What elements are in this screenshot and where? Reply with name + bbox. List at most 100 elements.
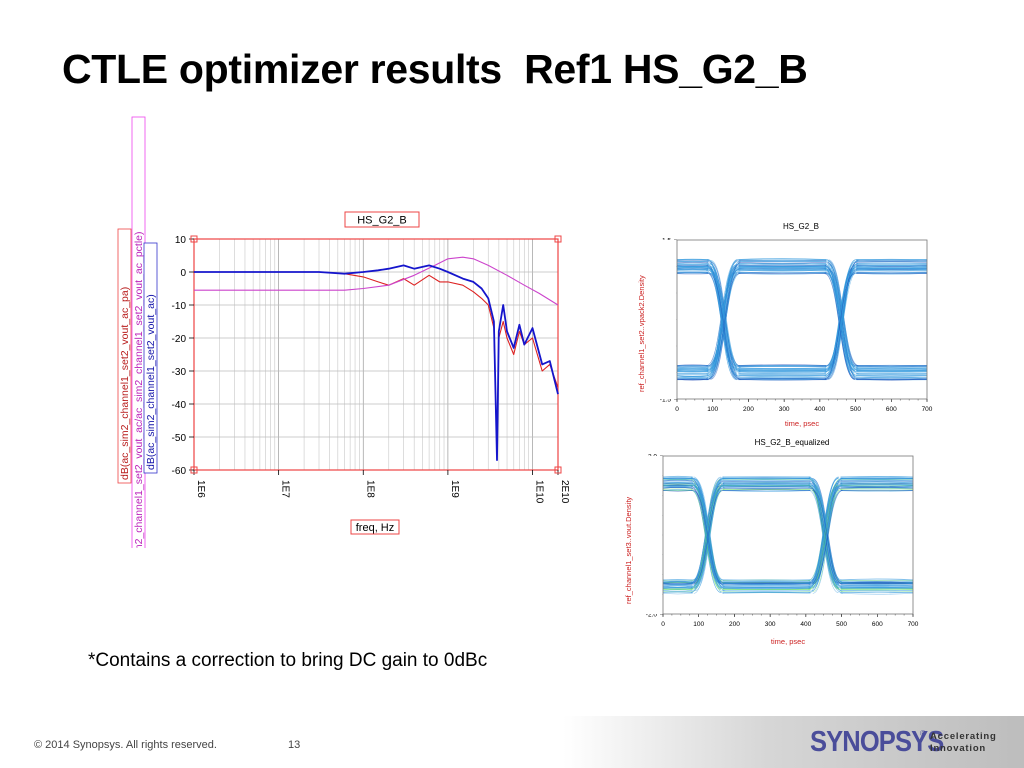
- eye-rail-trace: [738, 261, 827, 264]
- eye-rail-trace: [840, 586, 914, 589]
- eye-rail-trace: [856, 374, 928, 377]
- eye-rail-trace: [662, 582, 693, 584]
- eye-rail-trace: [676, 263, 709, 265]
- legend-box-3: [143, 242, 158, 474]
- freq-chart-title-box: [344, 211, 420, 228]
- freq-y-tick-label: -20: [172, 334, 187, 345]
- freq-corner-marker: [190, 235, 198, 243]
- eye-rail-trace: [662, 588, 693, 590]
- eye-transition-trace: [810, 489, 841, 590]
- eye-x-tick-label: 100: [707, 406, 718, 413]
- eye-x-tick-label: 0: [661, 621, 665, 628]
- eye-rail-trace: [856, 260, 928, 262]
- eye2-plot-frame: [662, 455, 914, 615]
- eye-rail-trace: [676, 270, 709, 273]
- eye-y-tick-label: -2.0: [646, 612, 658, 619]
- eye-rail-trace: [676, 370, 709, 372]
- freq-corner-marker: [554, 466, 562, 474]
- eye-rail-trace: [738, 369, 827, 371]
- eye-diagram-unequalized: HS_G2_B 1.51.00.50.0-0.5-1.0-1.501002003…: [632, 222, 944, 428]
- eye-rail-trace: [856, 378, 928, 381]
- eye1-xlabel: time, psec: [785, 419, 819, 428]
- eye-rail-trace: [840, 485, 914, 487]
- eye-rail-trace: [856, 272, 928, 274]
- eye-rail-trace: [662, 591, 693, 594]
- eye-rail-trace: [662, 590, 693, 592]
- eye-x-tick-label: 600: [886, 406, 897, 413]
- eye2-ylabel: ref_channel1_set3..vout.Density: [624, 497, 633, 604]
- synopsys-logo: SYNOPSYS ® Accelerating Innovation: [810, 726, 1010, 760]
- eye-rail-trace: [840, 476, 914, 478]
- eye-transition-trace: [708, 273, 740, 380]
- eye-transition-trace: [692, 490, 724, 585]
- eye-rail-trace: [722, 485, 811, 487]
- eye-transition-trace: [808, 476, 839, 586]
- freq-y-tick-label: -40: [172, 400, 187, 411]
- freq-x-tick-label: 1E10: [534, 480, 545, 504]
- freq-y-tick-label: 10: [175, 235, 187, 246]
- eye-mask-left: [618, 456, 663, 614]
- eye2-xlabel: time, psec: [771, 637, 805, 646]
- eye-rail-trace: [840, 584, 914, 587]
- eye-rail-trace: [676, 378, 709, 381]
- eye-rail-trace: [676, 269, 709, 271]
- freq-series-ratio-line: [194, 256, 559, 306]
- eye-transition-trace: [825, 273, 856, 372]
- freq-series-vout-line: [194, 264, 559, 461]
- freq-x-tick-label: 1E7: [280, 480, 291, 498]
- eye-rail-trace: [662, 480, 693, 482]
- logo-tagline-2: Innovation: [930, 743, 987, 754]
- eye-rail-trace: [738, 367, 827, 369]
- legend-label-3: dB(ac_sim2_channel1_set2_vout_ac): [145, 294, 157, 470]
- eye-rail-trace: [722, 489, 811, 491]
- eye1-ylabel: ref_channel1_set2..vpack2.Density: [637, 275, 646, 392]
- eye-x-tick-label: 700: [908, 621, 919, 628]
- eye-rail-trace: [676, 375, 709, 377]
- eye-rail-trace: [856, 258, 928, 261]
- eye-rail-trace: [840, 487, 914, 489]
- eye-x-tick-label: 400: [814, 406, 825, 413]
- eye-rail-trace: [738, 269, 827, 271]
- eye-rail-trace: [840, 481, 914, 483]
- eye-rail-trace: [840, 591, 914, 594]
- eye-rail-trace: [738, 258, 827, 260]
- eye-rail-trace: [738, 371, 827, 374]
- freq-x-tick-label: 1E6: [195, 480, 206, 498]
- eye-rail-trace: [856, 377, 928, 379]
- legend-label-1: dB(ac_sim2_channel1_set2_vout_ac_pa): [119, 287, 131, 480]
- eye-rail-trace: [856, 268, 928, 270]
- eye-transition-trace: [826, 270, 858, 374]
- eye-transition-trace: [710, 273, 741, 372]
- eye-rail-trace: [840, 578, 914, 581]
- eye-rail-trace: [840, 480, 914, 483]
- freq-xlabel-box: [350, 519, 400, 535]
- eye-rail-trace: [738, 263, 827, 265]
- logo-wordmark: SYNOPSYS: [810, 726, 944, 758]
- eye1-title: HS_G2_B: [783, 222, 819, 231]
- eye-rail-trace: [662, 580, 693, 583]
- eye-x-tick-label: 400: [800, 621, 811, 628]
- eye-rail-trace: [662, 585, 693, 587]
- eye-rail-trace: [840, 488, 914, 490]
- freq-y-tick-label: -50: [172, 433, 187, 444]
- eye-x-tick-label: 200: [743, 406, 754, 413]
- freq-x-tick-label: 1E9: [449, 480, 460, 498]
- copyright-text: © 2014 Synopsys. All rights reserved.: [34, 739, 217, 751]
- eye-rail-trace: [738, 370, 827, 372]
- eye-x-tick-label: 200: [729, 621, 740, 628]
- eye-rail-trace: [840, 583, 914, 585]
- eye-mask-left: [632, 240, 677, 399]
- eye-transition-trace: [808, 490, 839, 594]
- eye-x-tick-label: 500: [836, 621, 847, 628]
- eye-rail-trace: [676, 378, 709, 380]
- eye-rail-trace: [722, 584, 811, 587]
- eye-rail-trace: [856, 270, 928, 272]
- freq-chart-plot-frame: [193, 238, 559, 471]
- eye-rail-trace: [856, 261, 928, 263]
- eye-rail-trace: [722, 490, 811, 492]
- eye-x-tick-label: 100: [693, 621, 704, 628]
- eye-rail-trace: [738, 366, 827, 368]
- freq-y-tick-label: -60: [172, 466, 187, 477]
- freq-corner-marker: [554, 235, 562, 243]
- eye-rail-trace: [676, 267, 709, 269]
